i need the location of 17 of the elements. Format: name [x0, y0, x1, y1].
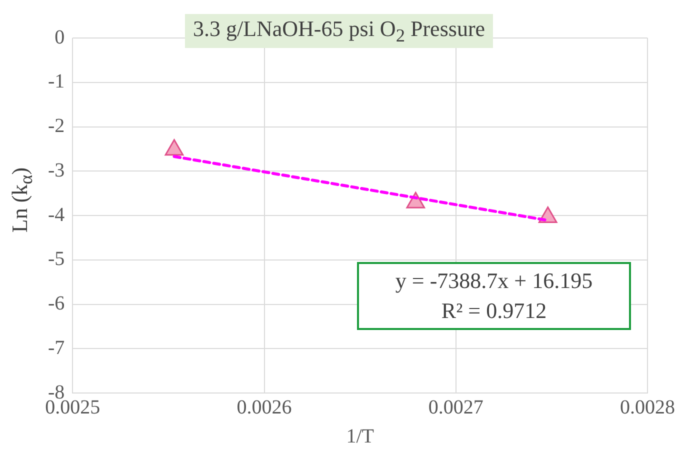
y-tick-label: -5 — [48, 248, 65, 270]
y-tick-label: -6 — [48, 292, 65, 314]
x-tick-label: 0.0027 — [428, 396, 484, 418]
y-tick-label: -4 — [48, 204, 65, 226]
equation-box: y = -7388.7x + 16.195 R² = 0.9712 — [357, 262, 631, 330]
point — [164, 139, 184, 156]
x-tick-label: 0.0028 — [620, 396, 675, 418]
chart-title: 3.3 g/LNaOH-65 psi O$_{2}$ Pressure — [184, 14, 494, 48]
y-tick-label: -3 — [48, 159, 65, 182]
y-tick-label: 0 — [54, 26, 65, 48]
y-tick-label: -2 — [48, 115, 65, 137]
annotation: R² = 0.9712 — [440, 297, 548, 325]
y-tick-label: -1 — [48, 70, 65, 93]
x-axis-title: 1/T — [346, 425, 374, 448]
x-tick-label: 0.0026 — [236, 396, 292, 418]
y-tick-label: -7 — [48, 336, 65, 359]
annotation: y = -7388.7x + 16.195 — [394, 267, 594, 295]
